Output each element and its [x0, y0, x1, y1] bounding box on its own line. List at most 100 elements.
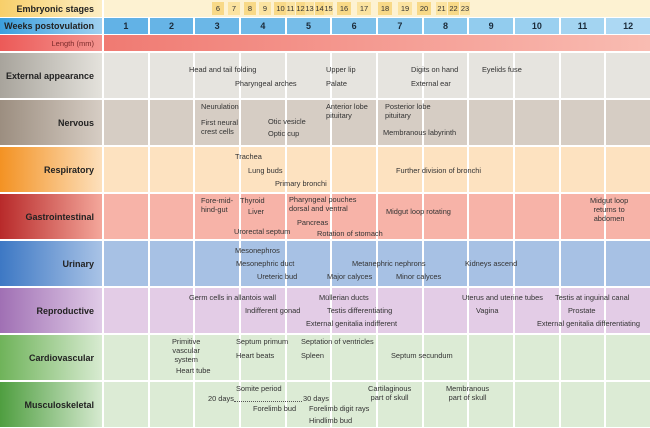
- week-cell: [423, 147, 468, 192]
- week-cell: [149, 288, 194, 333]
- week-cell: [149, 100, 194, 145]
- week-cell: [378, 335, 422, 380]
- week-cell: 8: [423, 18, 468, 34]
- band-external-appearance: External appearance: [0, 53, 650, 98]
- week-cell: [241, 100, 285, 145]
- milestone-label: Eyelids fuse: [482, 65, 522, 74]
- week-cell: [195, 53, 239, 98]
- milestone-label: 30 days: [303, 394, 329, 403]
- week-cell: [515, 382, 559, 427]
- band-reproductive: Reproductive: [0, 288, 650, 333]
- week-cell: [241, 194, 285, 239]
- week-cell: [606, 194, 650, 239]
- week-cell: [423, 241, 468, 286]
- week-cell: [469, 100, 513, 145]
- somite-period-dotted-line: [234, 401, 302, 402]
- week-cell: [423, 335, 468, 380]
- milestone-label: Müllerian ducts: [319, 293, 369, 302]
- week-cell: [560, 194, 605, 239]
- week-cell: [332, 241, 376, 286]
- week-cell: [560, 147, 605, 192]
- week-cell: [104, 147, 148, 192]
- week-cell: 4: [241, 18, 285, 34]
- week-cell: [606, 382, 650, 427]
- week-cell: [195, 147, 239, 192]
- milestone-label: Primitive vascular system: [172, 337, 201, 364]
- embryonic-stages-label: Embryonic stages: [0, 0, 102, 17]
- milestone-label: Ureteric bud: [257, 272, 298, 281]
- week-cell: [241, 335, 285, 380]
- week-cell: [332, 382, 376, 427]
- milestone-label: Posterior lobe pituitary: [385, 102, 431, 120]
- week-cell: [560, 288, 605, 333]
- band-label-reproductive: Reproductive: [0, 288, 102, 333]
- band-respiratory: Respiratory: [0, 147, 650, 192]
- week-cell: [423, 382, 468, 427]
- embryonic-stages-row: Embryonic stages: [0, 0, 650, 17]
- week-cell: [149, 194, 194, 239]
- week-cell: [378, 382, 422, 427]
- band-label-nervous: Nervous: [0, 100, 102, 145]
- week-cell: [378, 147, 422, 192]
- week-cell: [378, 194, 422, 239]
- week-cell: [560, 382, 605, 427]
- stage-number: 12: [296, 2, 305, 15]
- week-cell: [104, 100, 148, 145]
- week-cell: [104, 194, 148, 239]
- milestone-label: Further division of bronchi: [396, 166, 482, 175]
- week-cell: [332, 335, 376, 380]
- milestone-label: Germ cells in allantois wall: [189, 293, 277, 302]
- milestone-label: Rotation of stomach: [317, 229, 383, 238]
- week-cell: 6: [332, 18, 376, 34]
- week-cell: [423, 53, 468, 98]
- stage-number: 13: [305, 2, 314, 15]
- week-cell: [241, 53, 285, 98]
- milestone-label: Forelimb digit rays: [309, 404, 370, 413]
- milestone-label: Otic vesicle: [268, 117, 306, 126]
- milestone-label: Spleen: [301, 351, 325, 360]
- milestone-label: Uterus and uterine tubes: [462, 293, 543, 302]
- week-cell: [515, 288, 559, 333]
- week-cell: 2: [149, 18, 194, 34]
- length-label: Length (mm): [0, 35, 102, 51]
- week-cell: [241, 288, 285, 333]
- milestone-label: Testis differentiating: [327, 306, 393, 315]
- milestone-label: 20 days: [208, 394, 234, 403]
- milestone-label: Membranous labyrinth: [383, 128, 457, 137]
- stage-number: 23: [460, 2, 470, 15]
- milestone-label: Midgut loop rotating: [386, 207, 451, 216]
- stage-number: 21: [436, 2, 447, 15]
- stage-number: 8: [244, 2, 256, 15]
- milestone-label: External ear: [411, 79, 451, 88]
- week-cell: [149, 147, 194, 192]
- week-cell: [378, 100, 422, 145]
- week-cell: [286, 288, 331, 333]
- week-cell: [241, 147, 285, 192]
- milestone-label: Septation of ventricles: [301, 337, 374, 346]
- week-cell: [286, 382, 331, 427]
- week-cell: 9: [469, 18, 513, 34]
- milestone-label: Head and tail folding: [189, 65, 257, 74]
- week-cell: [560, 241, 605, 286]
- milestone-label: Trachea: [235, 152, 262, 161]
- length-row: Length (mm): [0, 35, 650, 51]
- week-cell: [332, 53, 376, 98]
- milestone-label: Hindlimb bud: [309, 416, 353, 425]
- week-cell: 11: [560, 18, 605, 34]
- week-cell: [149, 335, 194, 380]
- stage-number: 10: [274, 2, 287, 15]
- milestone-label: Pancreas: [297, 218, 329, 227]
- milestone-label: Anterior lobe pituitary: [326, 102, 368, 120]
- stage-number: 9: [259, 2, 271, 15]
- week-cell: [104, 335, 148, 380]
- milestone-label: Heart tube: [176, 366, 211, 375]
- stage-number: 22: [448, 2, 459, 15]
- week-cell: [515, 100, 559, 145]
- week-cell: 12: [606, 18, 650, 34]
- milestone-label: Neurulation: [201, 102, 239, 111]
- week-cell: [241, 241, 285, 286]
- milestone-label: Pharyngeal arches: [235, 79, 297, 88]
- week-cell: [515, 194, 559, 239]
- milestone-label: Digits on hand: [411, 65, 459, 74]
- milestone-label: Mesonephros: [235, 246, 280, 255]
